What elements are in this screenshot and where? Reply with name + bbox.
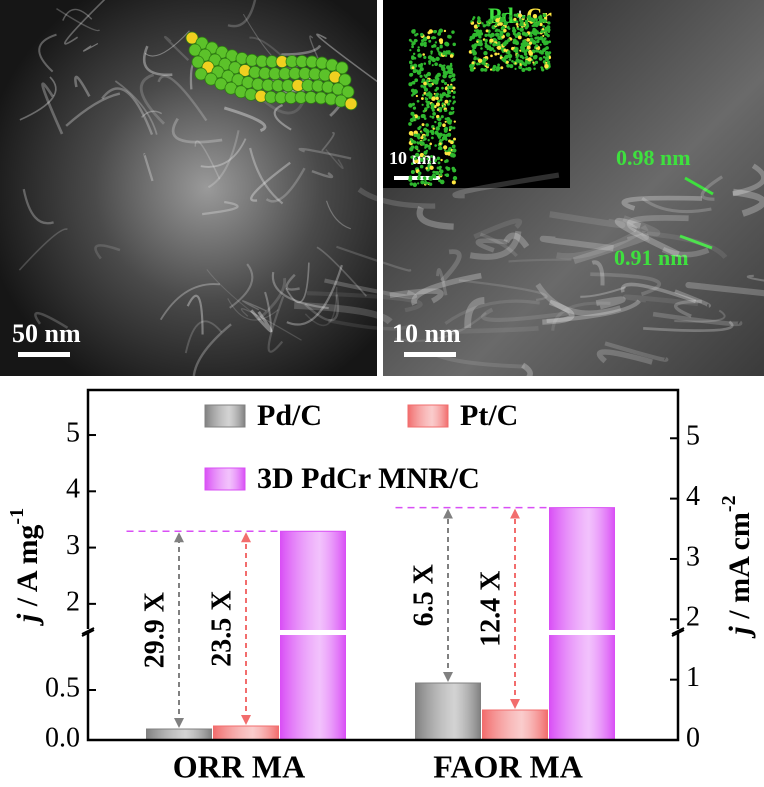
y2-tick-label: 4	[686, 481, 700, 512]
annotation: 23.5 X	[206, 591, 237, 667]
axis-break	[81, 629, 95, 637]
axis-label-unit: / mA cm	[723, 512, 756, 626]
axis-label-symbol: j	[11, 613, 44, 626]
y-tick-label: 5	[66, 417, 80, 448]
y-tick-label: 2	[66, 586, 80, 617]
x-tick-label: FAOR MA	[433, 748, 583, 784]
axis-label-symbol: j	[723, 626, 756, 639]
axis-break	[671, 627, 685, 635]
legend-swatch	[204, 467, 246, 491]
axis-label: j / A mg-1	[6, 508, 44, 626]
axis-label-unit: / A mg	[11, 525, 44, 614]
x-tick-label: ORR MA	[173, 748, 305, 784]
bar	[549, 507, 615, 741]
tem-image: Pd+Cr 10 nm 0.98 nm 0.91 nm 10 nm	[294, 0, 764, 396]
annotation: 29.9 X	[139, 592, 170, 668]
y2-tick-label: 0	[686, 722, 700, 753]
legend-swatch	[204, 404, 246, 428]
bar	[415, 682, 481, 741]
y2-tick-label: 5	[686, 421, 700, 452]
bar	[482, 709, 548, 741]
axis-label-exp: -1	[6, 508, 28, 525]
y-tick-label: 4	[66, 474, 80, 505]
scale-bar-label: 50 nm	[12, 319, 81, 348]
axis-label-exp: -2	[718, 495, 740, 512]
tem-image: 50 nm	[0, 0, 380, 381]
axis-break	[81, 627, 95, 635]
chart: 29.9 X 23.5 X 6.5 X 12.4 X 0.0 0.5 2 3 4 5 0 1 2 3 4 5 O…	[6, 388, 756, 784]
legend-label: Pd/C	[257, 399, 322, 432]
spacing-label: 0.91 nm	[614, 245, 689, 270]
annotation: 6.5 X	[408, 564, 439, 626]
y2-tick-label: 1	[686, 662, 700, 693]
legend-label: Pt/C	[460, 399, 518, 432]
y-tick-label: 0.5	[45, 672, 80, 703]
y-tick-label: 0.0	[45, 722, 80, 753]
y2-tick-label: 2	[686, 602, 700, 633]
legend-label: 3D PdCr MNR/C	[257, 462, 480, 495]
bar	[280, 530, 346, 741]
axis-label: j / mA cm-2	[718, 495, 756, 638]
y2-tick-label: 3	[686, 541, 700, 572]
spacing-label: 0.98 nm	[616, 145, 691, 170]
y-tick-label: 3	[66, 530, 80, 561]
axis-break	[671, 629, 685, 637]
scale-bar-label: 10 nm	[392, 319, 461, 348]
legend-swatch	[407, 404, 449, 428]
annotation: 12.4 X	[475, 571, 506, 647]
